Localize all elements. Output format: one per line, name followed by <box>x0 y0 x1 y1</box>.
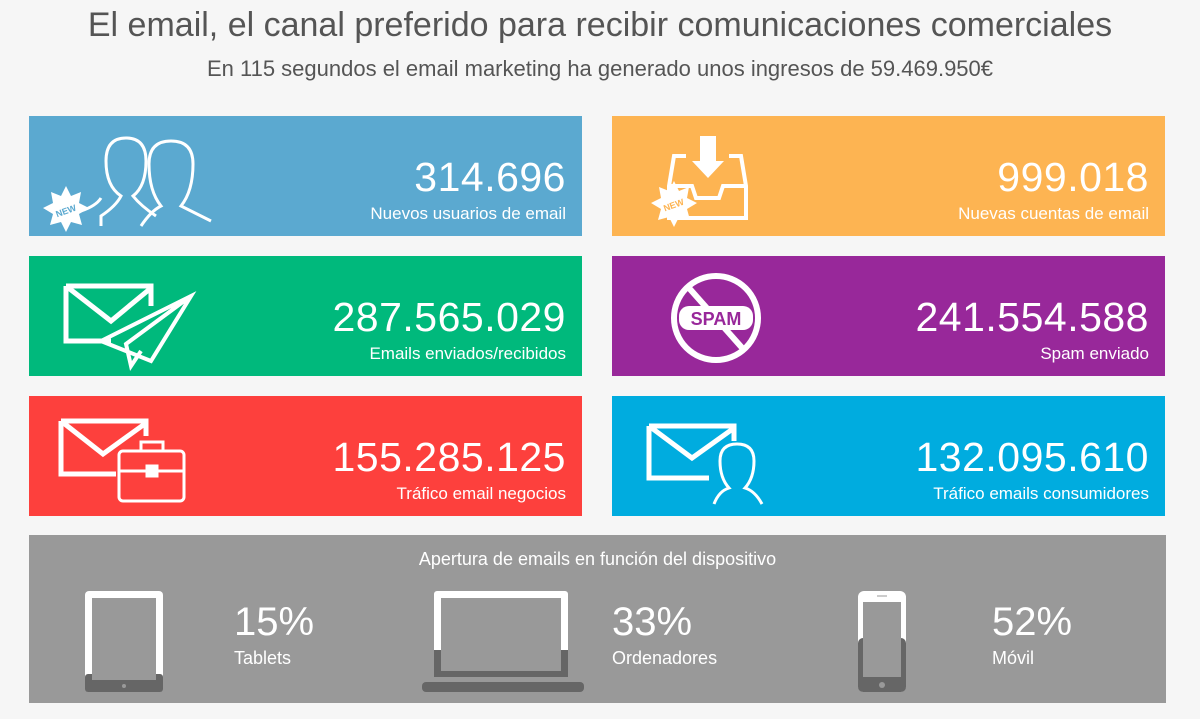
stat-value: 999.018 <box>997 154 1149 200</box>
device-tablets: 15% Tablets <box>84 590 314 698</box>
card-new-accounts: NEW 999.018 Nuevas cuentas de email <box>612 116 1165 236</box>
page-title: El email, el canal preferido para recibi… <box>87 6 1113 44</box>
envelope-paper-plane-icon <box>63 283 197 371</box>
stat-label: Tráfico email negocios <box>396 484 566 503</box>
stat-value: 287.565.029 <box>332 294 566 340</box>
stat-label: Spam enviado <box>1040 344 1149 363</box>
tablet-icon <box>85 591 163 692</box>
stat-value: 314.696 <box>414 154 566 200</box>
device-computers: 33% Ordenadores <box>422 590 717 698</box>
card-new-users: NEW 314.696 Nuevos usuarios de email <box>29 116 582 236</box>
card-consumer-traffic: 132.095.610 Tráfico emails consumidores <box>612 396 1165 516</box>
device-percent: 15% <box>234 600 315 644</box>
device-label: Tablets <box>234 648 292 668</box>
stat-label: Nuevos usuarios de email <box>370 204 566 223</box>
envelope-user-icon <box>646 423 764 505</box>
stat-label: Nuevas cuentas de email <box>958 204 1149 223</box>
device-label: Móvil <box>992 648 1035 668</box>
stat-label: Emails enviados/recibidos <box>369 344 566 363</box>
mobile-icon <box>858 591 906 692</box>
laptop-icon <box>422 591 584 692</box>
stat-label: Tráfico emails consumidores <box>933 484 1149 503</box>
card-spam: SPAM 241.554.588 Spam enviado <box>612 256 1165 376</box>
card-business-traffic: 155.285.125 Tráfico email negocios <box>29 396 582 516</box>
device-percent: 52% <box>992 600 1073 644</box>
stat-value: 132.095.610 <box>915 434 1149 480</box>
device-section-title: Apertura de emails en función del dispos… <box>418 549 777 569</box>
card-emails-sent: 287.565.029 Emails enviados/recibidos <box>29 256 582 376</box>
spam-label: SPAM <box>691 309 742 329</box>
device-section: Apertura de emails en función del dispos… <box>29 535 1166 703</box>
new-inbox-icon: NEW <box>651 136 748 227</box>
stat-value: 241.554.588 <box>915 294 1149 340</box>
device-label: Ordenadores <box>612 648 718 668</box>
stat-value: 155.285.125 <box>332 434 566 480</box>
new-users-icon: NEW <box>43 136 212 232</box>
envelope-briefcase-icon <box>58 418 186 503</box>
no-spam-icon: SPAM <box>671 273 761 363</box>
device-percent: 33% <box>612 600 693 644</box>
device-mobile: 52% Móvil <box>857 590 1072 698</box>
page-subtitle: En 115 segundos el email marketing ha ge… <box>206 56 994 81</box>
